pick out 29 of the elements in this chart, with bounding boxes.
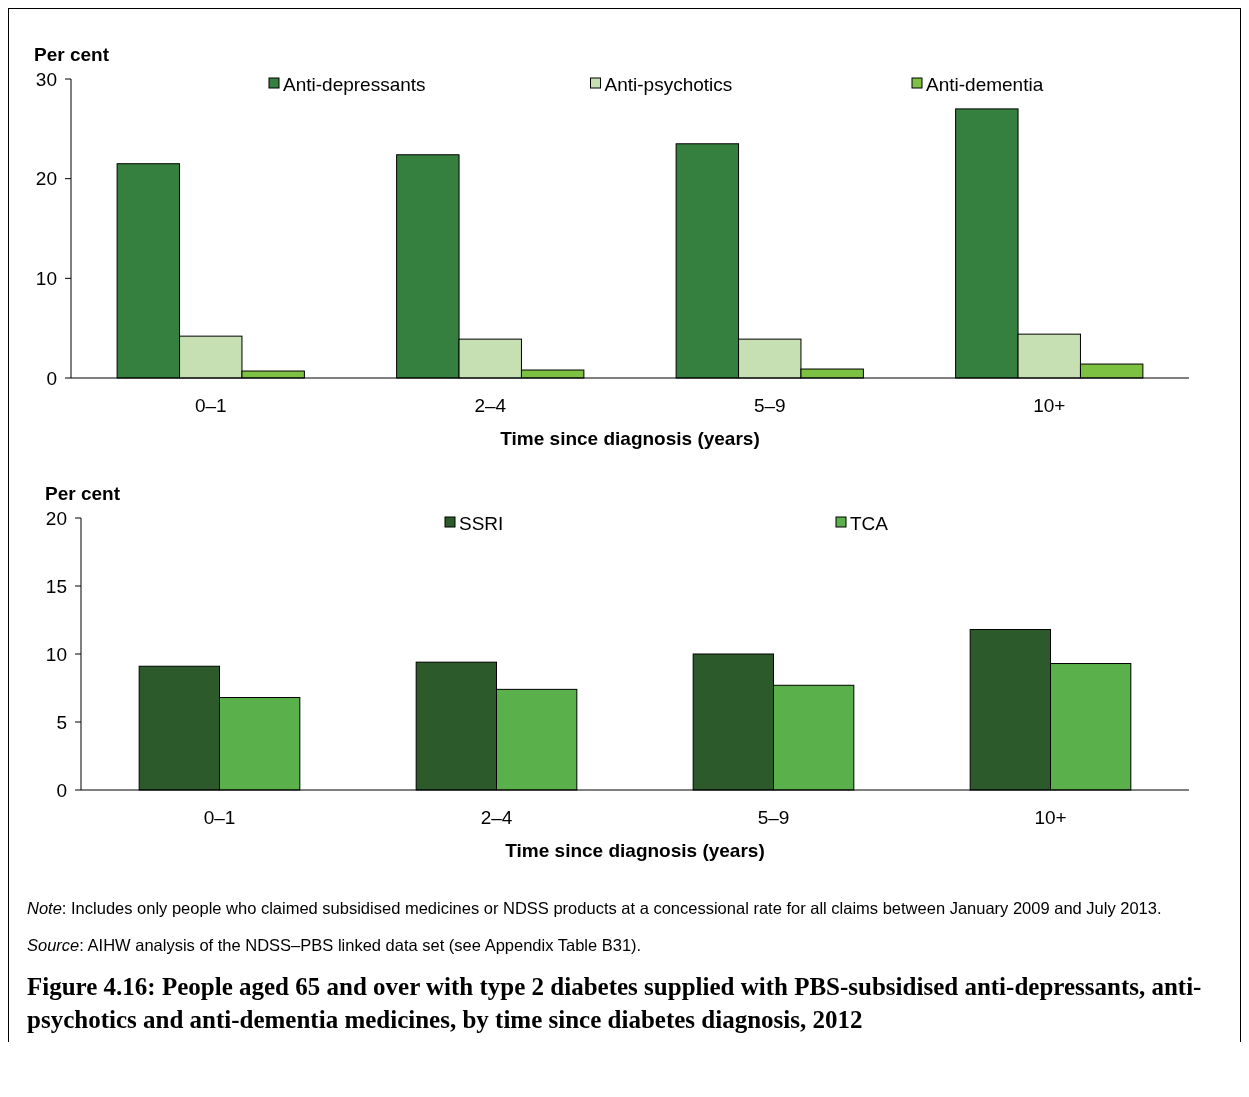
legend-label: SSRI xyxy=(459,512,504,534)
legend-label: Anti-dementia xyxy=(926,73,1044,95)
y-tick-label: 5 xyxy=(56,711,67,733)
y-tick-label: 20 xyxy=(45,507,67,529)
legend-label: Anti-depressants xyxy=(283,73,426,95)
y-tick-label: 20 xyxy=(35,168,57,190)
x-tick-label: 5–9 xyxy=(757,807,790,828)
y-axis-title: Per cent xyxy=(45,483,121,504)
x-tick-label: 0–1 xyxy=(194,395,227,416)
y-tick-label: 0 xyxy=(46,367,57,389)
text: Figure 4.16: People aged 65 and over with type 2 diabetes supplied with PBS-subsidised anti-depressants, anti-psychotics and anti-dementia medicines, by time since diabetes diagnosis, 2012 xyxy=(27,972,1203,1035)
source-note: Source: AIHW analysis of the NDSS–PBS linked data set (see Appendix Table B31). xyxy=(27,935,643,957)
legend-label: Anti-psychotics xyxy=(604,73,733,95)
text: Note: Includes only people who claimed subsidised medicines or NDSS products at a concessional rate for all claims between January 2009 and July 2013. xyxy=(27,898,1163,919)
x-tick-label: 10+ xyxy=(1034,807,1067,828)
y-axis-title: Per cent xyxy=(34,44,110,65)
x-axis-title: Time since diagnosis (years) xyxy=(500,428,760,449)
x-axis-title: Time since diagnosis (years) xyxy=(505,840,765,861)
x-tick-label: 5–9 xyxy=(753,395,786,416)
x-tick-label: 2–4 xyxy=(480,807,513,828)
y-tick-label: 0 xyxy=(56,779,67,801)
legend-label: TCA xyxy=(850,512,889,534)
x-tick-label: 10+ xyxy=(1033,395,1066,416)
y-tick-label: 10 xyxy=(35,267,57,289)
y-tick-label: 15 xyxy=(45,575,67,597)
y-tick-label: 10 xyxy=(45,643,67,665)
x-tick-label: 2–4 xyxy=(474,395,507,416)
y-tick-label: 30 xyxy=(35,68,57,90)
x-tick-label: 0–1 xyxy=(203,807,236,828)
